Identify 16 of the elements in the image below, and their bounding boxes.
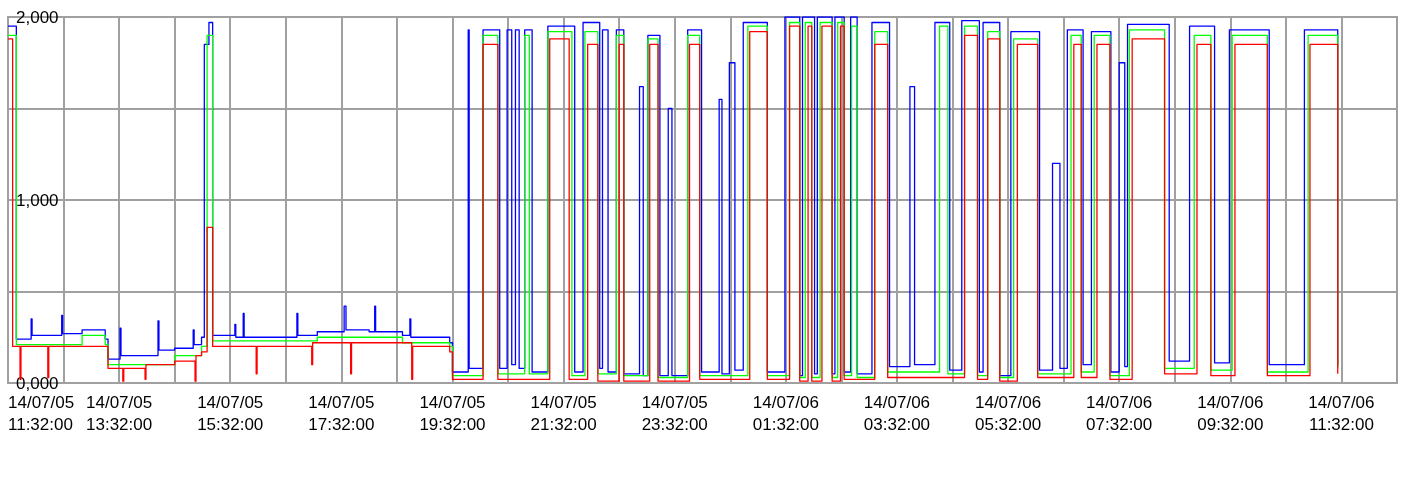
- x-tick-label: 14/07/05 19:32:00: [419, 392, 486, 434]
- x-tick-label: 14/07/06 11:32:00: [1308, 392, 1375, 434]
- x-tick-label: 14/07/05 13:32:00: [86, 392, 153, 434]
- x-tick-label: 14/07/06 05:32:00: [974, 392, 1042, 434]
- x-tick-label: 14/07/06 01:32:00: [752, 392, 819, 434]
- x-tick-label: 14/07/05 23:32:00: [641, 392, 708, 434]
- x-tick-label: 14/07/05 11:32:00: [8, 392, 75, 434]
- x-tick-label: 14/07/06 09:32:00: [1197, 392, 1264, 434]
- y-tick-label: 2,000: [16, 7, 59, 27]
- y-tick-label: 0,000: [16, 373, 59, 393]
- x-tick-label: 14/07/06 03:32:00: [863, 392, 931, 434]
- x-tick-label: 14/07/05 15:32:00: [197, 392, 264, 434]
- x-tick-label: 14/07/05 21:32:00: [530, 392, 597, 434]
- x-tick-label: 14/07/05 17:32:00: [308, 392, 375, 434]
- x-tick-label: 14/07/06 07:32:00: [1086, 392, 1153, 434]
- y-tick-label: 1,000: [16, 190, 59, 210]
